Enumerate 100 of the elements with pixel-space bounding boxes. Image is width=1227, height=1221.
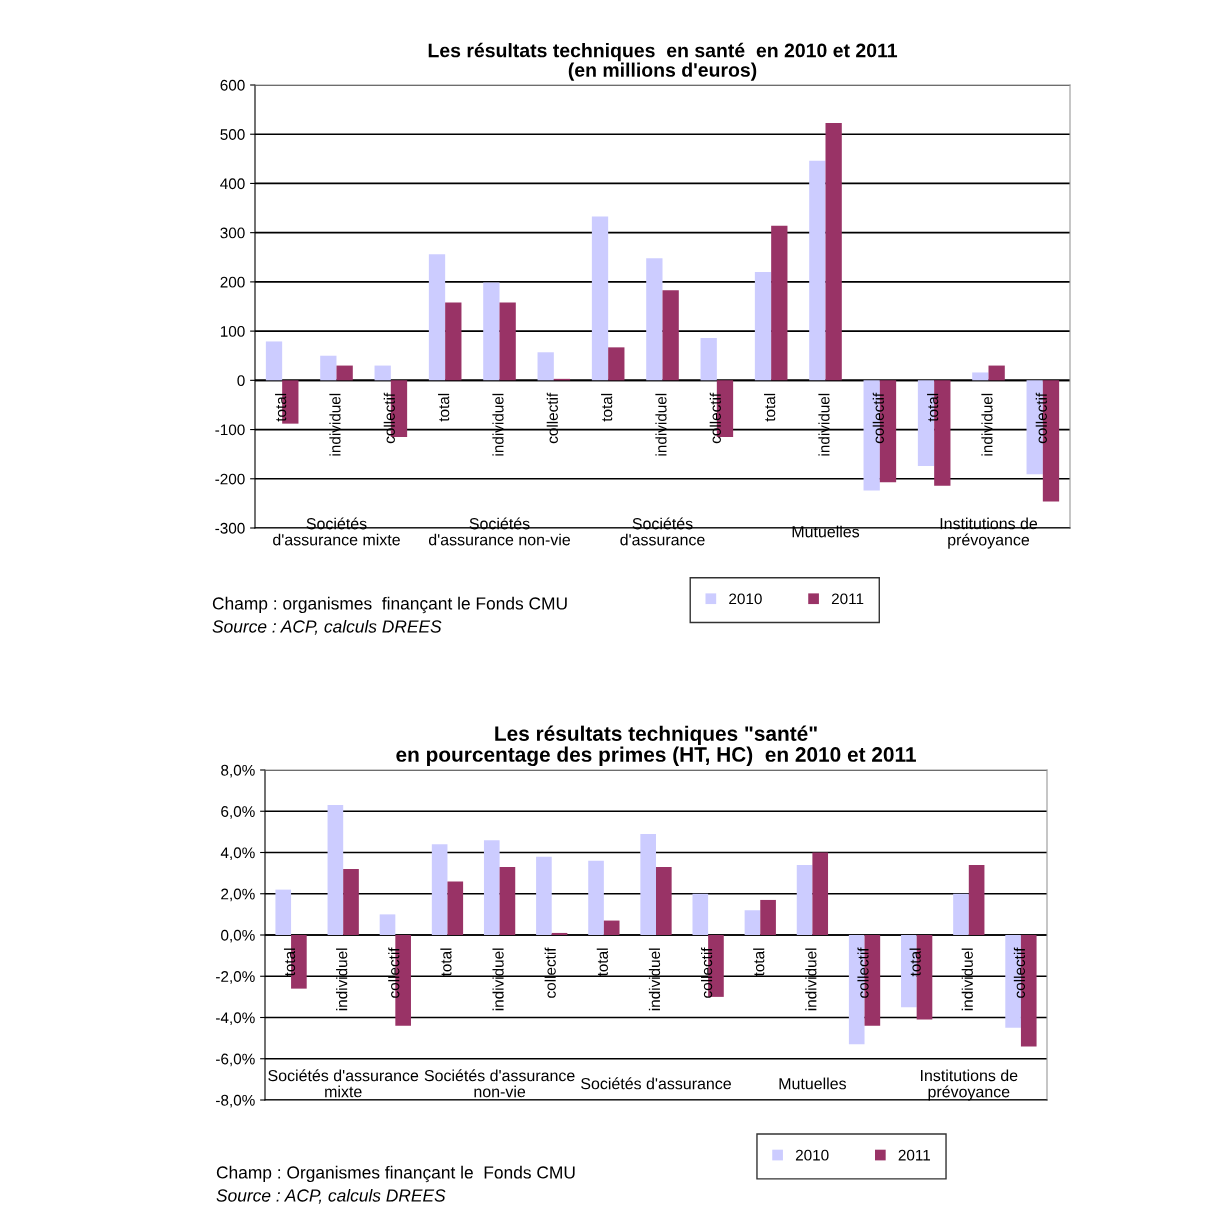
y-tick-label: 600: [220, 79, 245, 91]
bar: [431, 844, 448, 935]
y-tick-label: 2,0%: [221, 888, 255, 902]
source-note: Source : ACP, calculs DREES: [212, 619, 442, 635]
y-tick-label: -8,0%: [216, 1094, 255, 1108]
bar: [447, 881, 464, 935]
chart-title: Les résultats techniques "santé" en pourcentage des primes (HT, HC) en 2010 et 2011: [396, 725, 916, 767]
bar: [265, 341, 283, 381]
y-tick-label: 0,0%: [221, 929, 255, 943]
bar: [588, 860, 604, 935]
bar: [591, 216, 609, 381]
bar: [608, 347, 625, 381]
x-tick-label: collectif: [701, 947, 713, 998]
x-tick-label: collectif: [872, 392, 884, 444]
x-tick-label: collectif: [1035, 392, 1047, 444]
y-tick-label: 300: [220, 227, 245, 239]
chart-title: Les résultats techniques en santé en 2010 et 2011 (en millions d'euros): [428, 42, 898, 81]
annotation: Institutions de prévoyance: [940, 517, 1038, 549]
bar: [379, 914, 396, 935]
x-tick-label: collectif: [1013, 947, 1026, 998]
bar: [374, 365, 391, 381]
bar: [483, 840, 500, 935]
bar: [483, 282, 500, 381]
bar: [771, 225, 788, 381]
x-tick-label: individuel: [961, 948, 973, 1011]
bar: [972, 372, 989, 381]
legend-label: 2010: [729, 593, 762, 605]
source-note: Source : ACP, calculs DREES: [216, 1188, 446, 1204]
x-tick-label: total: [909, 948, 921, 977]
y-tick-label: 6,0%: [221, 806, 255, 819]
bar: [953, 893, 969, 935]
annotation: Sociétés d'assurance non-vie: [424, 1069, 575, 1098]
x-tick-label: individuel: [492, 948, 504, 1011]
text: Champ : Organismes finançant le Fonds CMU: [216, 1165, 575, 1183]
annotation: Sociétés d'assurance mixte: [273, 517, 400, 546]
x-tick-label: individuel: [648, 948, 661, 1011]
x-tick-label: individuel: [805, 948, 817, 1011]
x-tick-label: total: [927, 393, 939, 422]
legend-label: 2011: [898, 1149, 931, 1161]
bar: [812, 852, 829, 935]
annotation: Mutuelles: [779, 1077, 846, 1090]
bar: [825, 122, 842, 381]
x-tick-label: total: [753, 948, 765, 977]
x-tick-label: total: [275, 393, 287, 422]
bar: [499, 866, 516, 935]
x-tick-label: total: [440, 948, 452, 977]
bar: [744, 910, 761, 935]
x-tick-label: individuel: [818, 393, 830, 456]
x-tick-label: collectif: [709, 392, 721, 444]
y-tick-label: 400: [220, 178, 245, 190]
x-tick-label: total: [601, 393, 613, 422]
y-tick-label: 8,0%: [221, 764, 255, 778]
bar: [656, 866, 672, 935]
bar: [275, 889, 292, 935]
bar: [536, 856, 552, 935]
bar: [640, 833, 656, 935]
x-tick-label: individuel: [981, 393, 993, 456]
x-tick-label: individuel: [329, 393, 341, 456]
x-tick-label: individuel: [336, 948, 348, 1011]
bar: [551, 932, 568, 935]
y-tick-label: 200: [220, 276, 245, 288]
y-tick-label: 100: [220, 325, 245, 337]
bar: [796, 864, 813, 935]
y-tick-label: -200: [215, 473, 245, 485]
x-tick-label: collectif: [383, 392, 395, 444]
y-tick-label: -300: [215, 522, 245, 534]
y-tick-label: 4,0%: [220, 847, 255, 860]
bar: [968, 864, 985, 935]
x-tick-label: total: [283, 948, 296, 977]
bar: [809, 160, 826, 381]
bar: [336, 365, 353, 381]
x-tick-label: collectif: [857, 947, 869, 998]
x-tick-label: collectif: [544, 947, 556, 998]
bar: [428, 254, 446, 381]
y-tick-label: 500: [220, 129, 245, 140]
bar: [700, 338, 717, 381]
bar: [692, 893, 709, 935]
bar: [445, 302, 462, 381]
x-tick-label: individuel: [655, 393, 667, 456]
legend-label: 2010: [795, 1149, 829, 1161]
y-tick-label: -4,0%: [216, 1012, 255, 1025]
x-tick-label: total: [438, 393, 450, 422]
bar: [327, 805, 344, 935]
bar: [988, 365, 1005, 381]
annotation: Sociétés d'assurance: [581, 1077, 731, 1090]
bar: [646, 258, 663, 381]
x-tick-label: collectif: [546, 392, 558, 444]
bar: [499, 302, 516, 381]
bar: [760, 899, 776, 935]
bar: [603, 920, 620, 935]
bar: [662, 290, 679, 381]
bar: [343, 869, 359, 935]
annotation: Sociétés d'assurance non-vie: [428, 517, 571, 546]
legend-label: 2011: [831, 593, 864, 605]
y-tick-label: -100: [215, 424, 245, 436]
x-tick-label: individuel: [492, 393, 504, 456]
x-tick-label: collectif: [388, 947, 400, 998]
annotation: Sociétés d'assurance: [620, 517, 705, 546]
bar: [537, 352, 554, 381]
y-tick-label: -2,0%: [216, 971, 255, 984]
